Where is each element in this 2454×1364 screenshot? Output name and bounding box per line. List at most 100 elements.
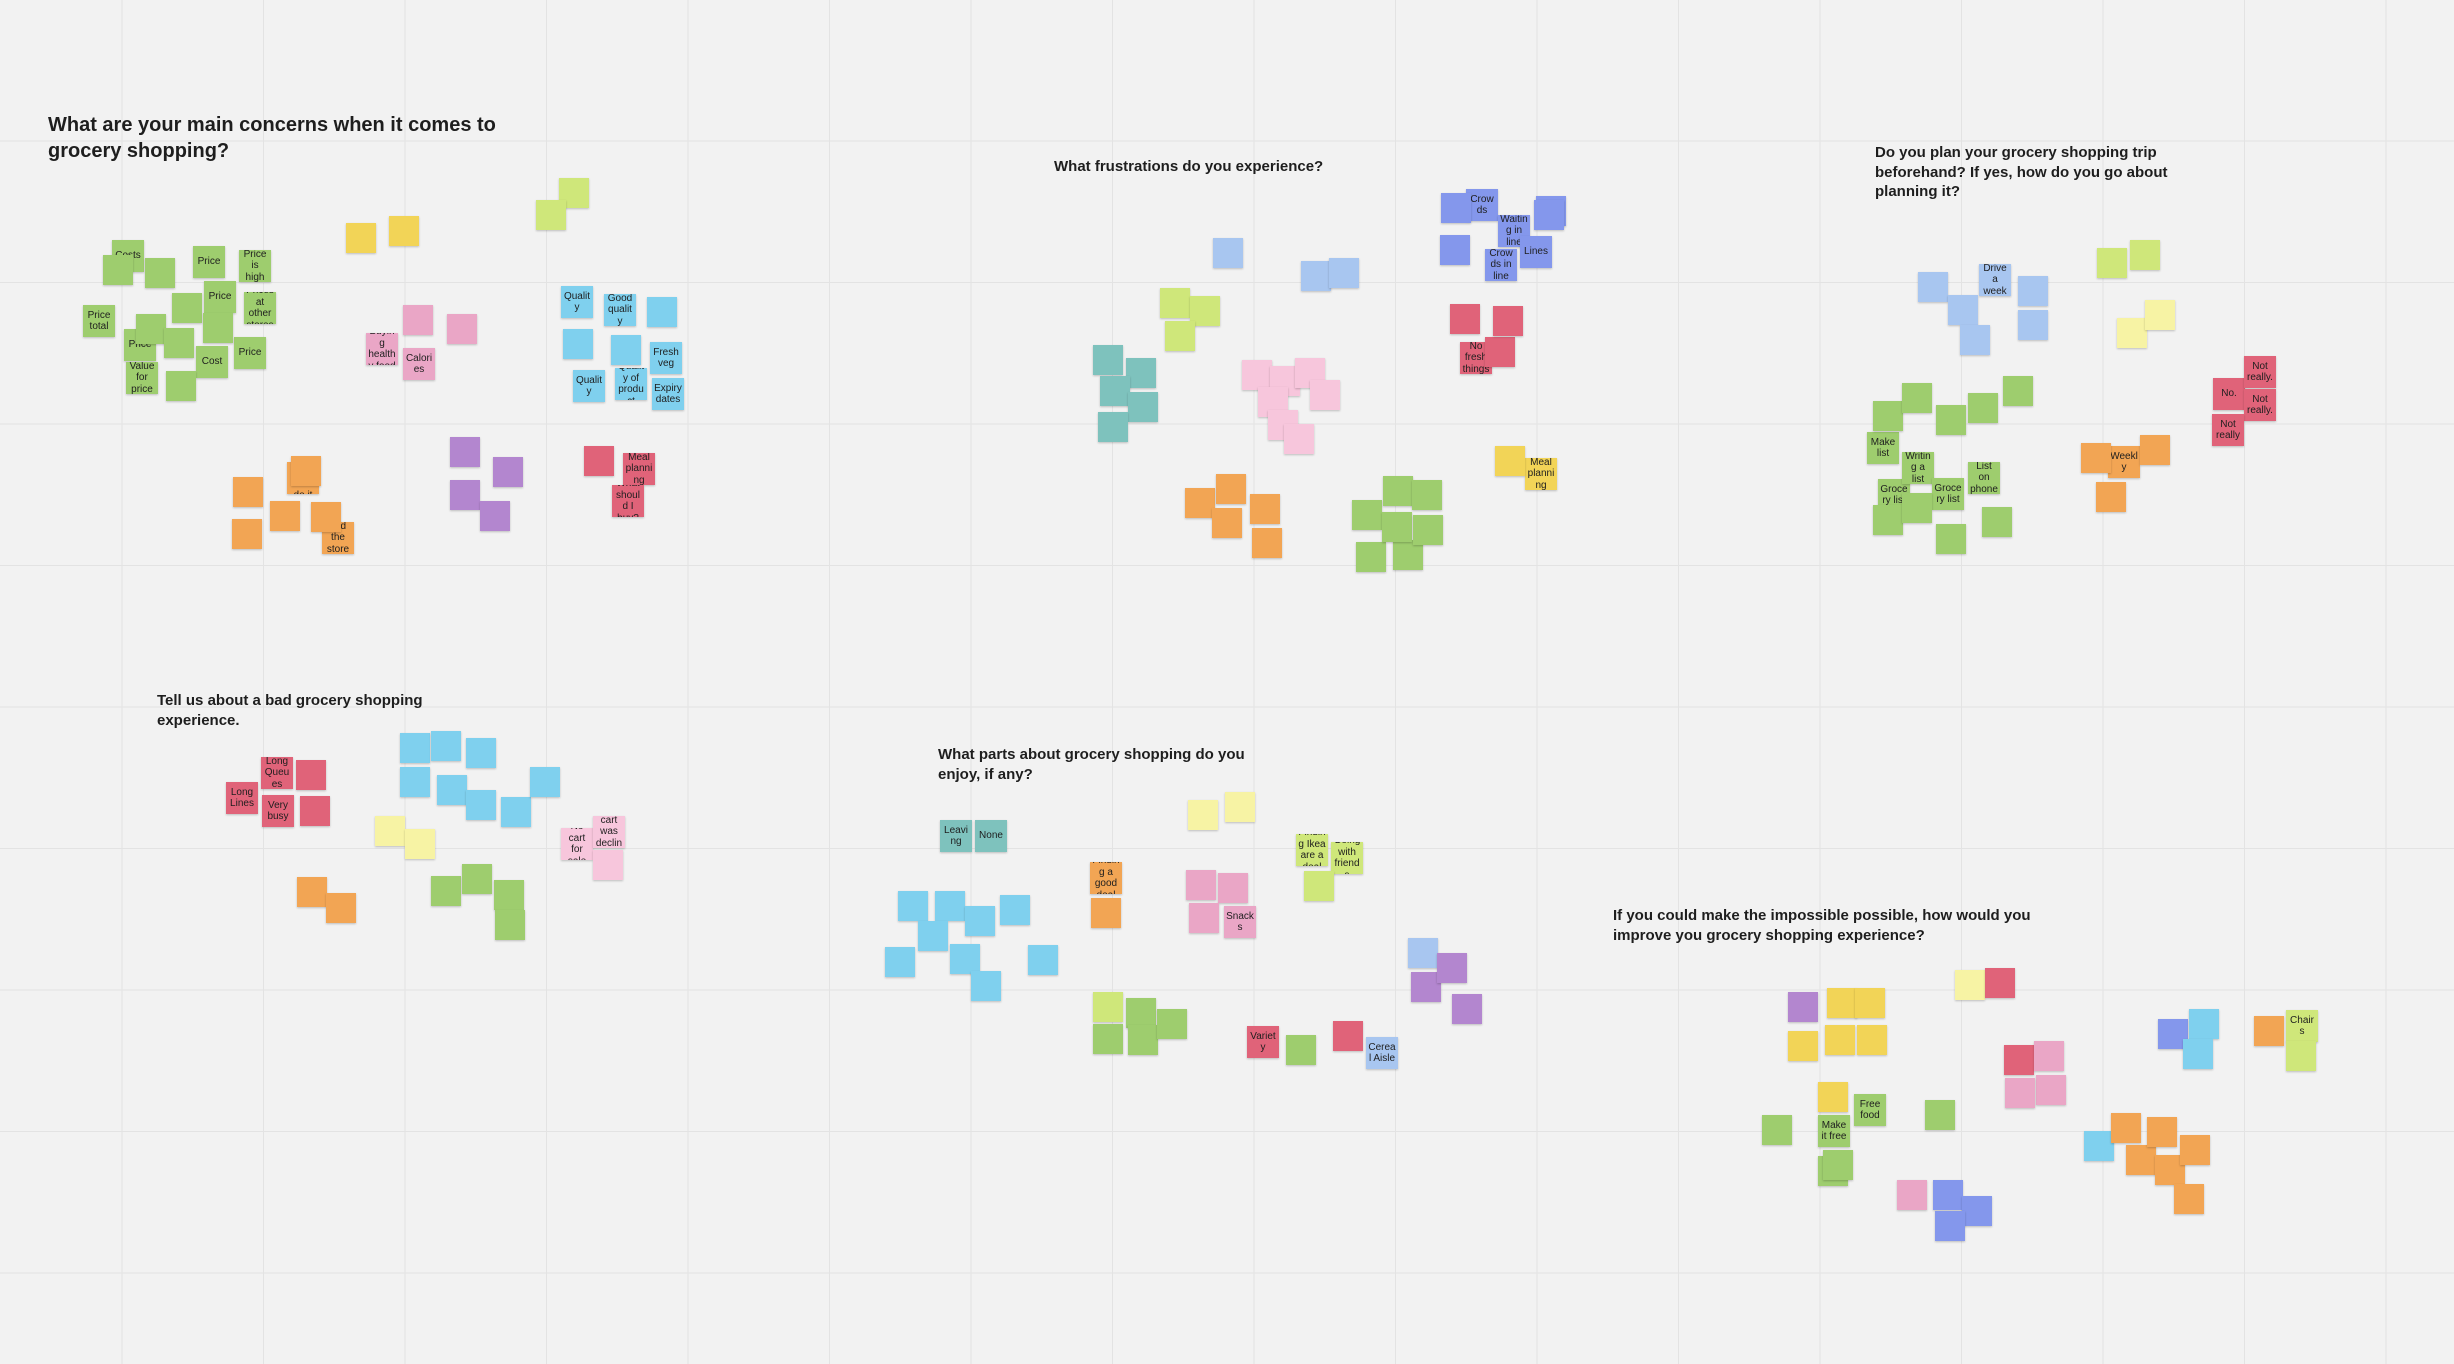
sticky-note[interactable] — [2286, 1041, 2316, 1071]
sticky-note[interactable] — [2189, 1009, 2219, 1039]
sticky-note[interactable] — [593, 850, 623, 880]
sticky-note[interactable] — [1190, 296, 1220, 326]
sticky-note[interactable] — [918, 921, 948, 951]
sticky-note[interactable]: Quality of product — [615, 368, 647, 400]
sticky-note[interactable] — [2018, 310, 2048, 340]
sticky-note[interactable] — [1897, 1180, 1927, 1210]
sticky-note[interactable] — [2081, 443, 2111, 473]
sticky-note[interactable] — [1762, 1115, 1792, 1145]
sticky-note[interactable] — [1873, 505, 1903, 535]
sticky-note[interactable] — [1825, 1025, 1855, 1055]
sticky-note[interactable] — [536, 200, 566, 230]
sticky-note[interactable] — [493, 457, 523, 487]
sticky-note[interactable] — [233, 477, 263, 507]
question-planning[interactable]: Do you plan your grocery shopping trip b… — [1875, 144, 2168, 200]
sticky-note[interactable] — [405, 829, 435, 859]
sticky-note[interactable]: Meal planning — [623, 453, 655, 485]
sticky-note[interactable]: List on phone — [1968, 462, 2000, 494]
sticky-note[interactable] — [1126, 998, 1156, 1028]
sticky-note[interactable]: Calories — [403, 348, 435, 380]
sticky-note[interactable] — [450, 437, 480, 467]
sticky-note[interactable]: Make it free — [1818, 1115, 1850, 1147]
sticky-note[interactable] — [2097, 248, 2127, 278]
sticky-note[interactable] — [1534, 200, 1564, 230]
sticky-note[interactable] — [1216, 474, 1246, 504]
sticky-note[interactable] — [1450, 304, 1480, 334]
sticky-note[interactable] — [2096, 482, 2126, 512]
sticky-note[interactable] — [1225, 792, 1255, 822]
sticky-note[interactable] — [2126, 1145, 2156, 1175]
sticky-note[interactable]: Long Queues — [261, 757, 293, 789]
sticky-note[interactable] — [1823, 1150, 1853, 1180]
sticky-note[interactable]: Not really. — [2244, 356, 2276, 388]
sticky-note[interactable] — [462, 864, 492, 894]
sticky-note[interactable]: Expiry dates — [652, 378, 684, 410]
sticky-note[interactable] — [1093, 992, 1123, 1022]
sticky-note[interactable]: Going with friends — [1331, 842, 1363, 874]
sticky-note[interactable] — [2174, 1184, 2204, 1214]
sticky-note[interactable] — [1902, 493, 1932, 523]
question-enjoy[interactable]: What parts about grocery shopping do you… — [938, 746, 1245, 783]
sticky-note[interactable]: Not really — [2212, 414, 2244, 446]
sticky-note[interactable] — [647, 297, 677, 327]
sticky-note[interactable] — [2018, 276, 2048, 306]
sticky-note[interactable]: Drive a week — [1979, 264, 2011, 296]
sticky-note[interactable] — [2140, 435, 2170, 465]
sticky-note[interactable]: Grocery list — [1932, 478, 1964, 510]
sticky-note[interactable] — [2117, 318, 2147, 348]
sticky-note[interactable] — [296, 760, 326, 790]
sticky-note[interactable] — [2003, 376, 2033, 406]
sticky-note[interactable]: Not really. — [2244, 389, 2276, 421]
sticky-note[interactable] — [1788, 992, 1818, 1022]
sticky-note[interactable] — [431, 876, 461, 906]
sticky-note[interactable] — [1933, 1180, 1963, 1210]
sticky-note[interactable] — [1968, 393, 1998, 423]
sticky-note[interactable] — [1982, 507, 2012, 537]
sticky-note[interactable] — [563, 329, 593, 359]
sticky-note[interactable]: Price — [234, 337, 266, 369]
sticky-note[interactable] — [2084, 1131, 2114, 1161]
sticky-note[interactable] — [1304, 871, 1334, 901]
sticky-note[interactable] — [1157, 1009, 1187, 1039]
sticky-note[interactable] — [166, 371, 196, 401]
sticky-note[interactable] — [136, 314, 166, 344]
sticky-note[interactable] — [1091, 898, 1121, 928]
sticky-note[interactable] — [1310, 380, 1340, 410]
sticky-note[interactable] — [1413, 515, 1443, 545]
sticky-note[interactable]: Quality — [573, 370, 605, 402]
sticky-note[interactable] — [1493, 306, 1523, 336]
sticky-note[interactable] — [935, 891, 965, 921]
sticky-note[interactable] — [1329, 258, 1359, 288]
sticky-note[interactable] — [1165, 321, 1195, 351]
sticky-note[interactable] — [1788, 1031, 1818, 1061]
sticky-note[interactable] — [400, 733, 430, 763]
sticky-note[interactable] — [1188, 800, 1218, 830]
sticky-note[interactable] — [2180, 1135, 2210, 1165]
sticky-note[interactable]: Buying healthy food — [366, 333, 398, 365]
sticky-note[interactable]: Price is high — [239, 250, 271, 282]
sticky-note[interactable] — [1485, 337, 1515, 367]
sticky-note[interactable]: Quality — [561, 286, 593, 318]
sticky-note[interactable] — [1333, 1021, 1363, 1051]
sticky-note[interactable] — [1960, 325, 1990, 355]
sticky-note[interactable] — [447, 314, 477, 344]
sticky-note[interactable]: Crowds — [1466, 189, 1498, 221]
sticky-note[interactable]: Make list — [1867, 432, 1899, 464]
sticky-note[interactable] — [501, 797, 531, 827]
sticky-note[interactable] — [1857, 1025, 1887, 1055]
sticky-note[interactable]: Long Lines — [226, 782, 258, 814]
sticky-note[interactable]: Weekly — [2108, 446, 2140, 478]
sticky-note[interactable]: Snacks — [1224, 906, 1256, 938]
sticky-note[interactable] — [885, 947, 915, 977]
sticky-note[interactable]: Fresh veg — [650, 342, 682, 374]
sticky-note[interactable] — [1185, 488, 1215, 518]
sticky-note[interactable] — [1352, 500, 1382, 530]
sticky-note[interactable] — [1495, 446, 1525, 476]
question-improve[interactable]: If you could make the impossible possibl… — [1613, 907, 2031, 944]
sticky-note[interactable] — [203, 313, 233, 343]
sticky-note[interactable] — [232, 519, 262, 549]
sticky-note[interactable] — [2005, 1078, 2035, 1108]
sticky-note[interactable]: Prices at other stores — [244, 292, 276, 324]
sticky-note[interactable] — [311, 502, 341, 532]
